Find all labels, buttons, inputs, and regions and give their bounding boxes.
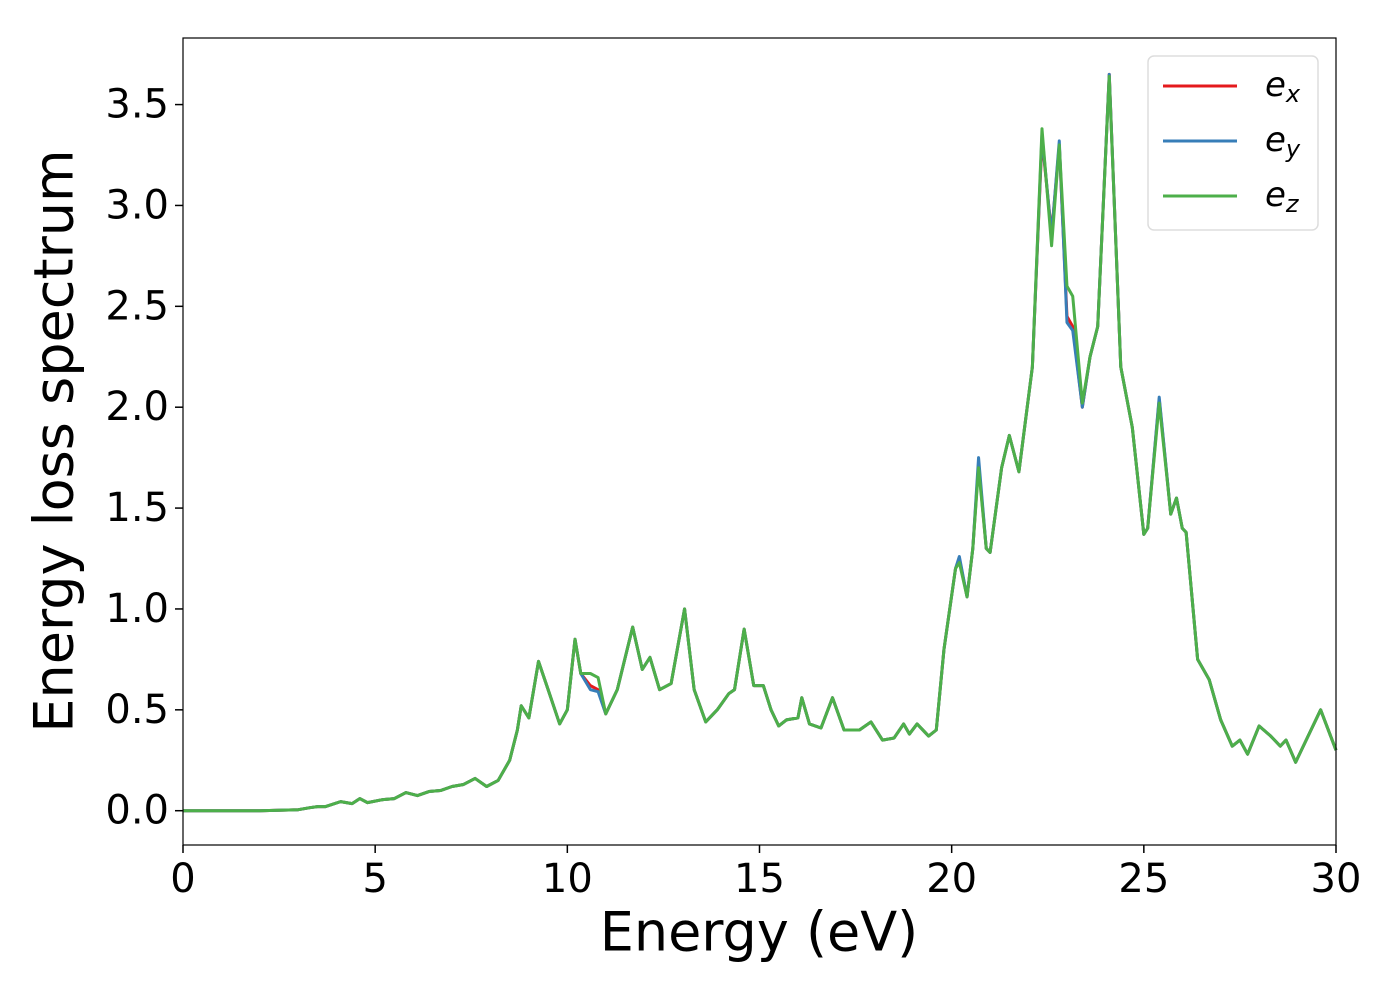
x-tick-label: 20 xyxy=(926,856,977,902)
y-tick-label: 3.5 xyxy=(105,82,169,128)
legend-label: ey xyxy=(1265,120,1301,164)
x-tick-label: 0 xyxy=(170,856,195,902)
x-tick-label: 30 xyxy=(1311,856,1362,902)
series-line xyxy=(183,74,1338,813)
x-tick-label: 10 xyxy=(542,856,593,902)
y-tick-label: 0.5 xyxy=(105,687,169,733)
y-tick-label: 1.5 xyxy=(105,485,169,531)
x-tick-label: 15 xyxy=(734,856,785,902)
legend-box xyxy=(1147,55,1319,231)
y-tick-label: 3.0 xyxy=(105,182,169,228)
x-tick-label: 25 xyxy=(1118,856,1169,902)
legend-label: ez xyxy=(1265,175,1300,219)
x-axis-label: Energy (eV) xyxy=(600,901,919,964)
y-tick-label: 1.0 xyxy=(105,586,169,632)
legend-label: ex xyxy=(1265,65,1301,109)
y-tick-label: 0.0 xyxy=(105,788,169,834)
x-tick-label: 5 xyxy=(362,856,387,902)
plot-frame xyxy=(182,37,1337,846)
y-tick-label: 2.5 xyxy=(105,283,169,329)
y-tick-label: 2.0 xyxy=(105,384,169,430)
y-axis-label: Energy loss spectrum xyxy=(23,149,86,732)
